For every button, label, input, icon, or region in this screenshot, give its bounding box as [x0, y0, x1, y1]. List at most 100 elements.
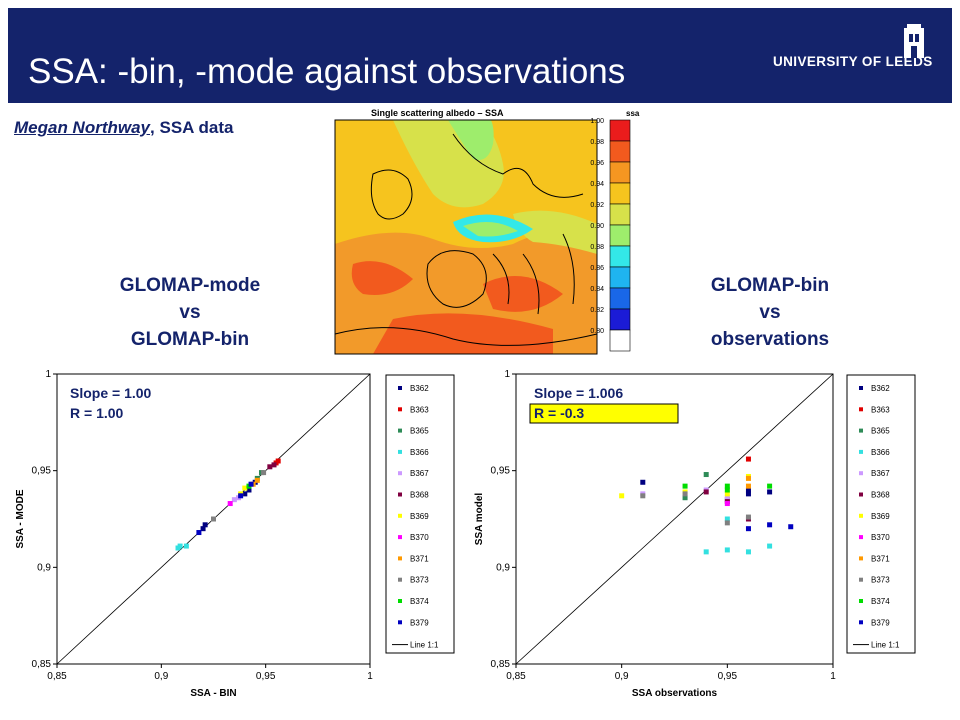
- data-point: [724, 491, 730, 497]
- colorbar-tick-label: 0.98: [590, 139, 604, 146]
- legend-entry: B371: [871, 554, 890, 563]
- data-point: [745, 483, 751, 489]
- map-colorbar: 1.00 0.98 0.96 0.94 0.92 0.90 0.88 0.86 0.84 0.82…: [590, 118, 631, 352]
- annotation-line: Slope = 1.006: [534, 385, 623, 401]
- data-point: [745, 456, 751, 462]
- data-point: [724, 487, 730, 493]
- legend-marker: [398, 535, 402, 540]
- legend-marker: [398, 513, 402, 518]
- data-point: [177, 543, 183, 549]
- annotation-line: Slope = 1.00: [70, 385, 152, 401]
- x-tick-label: 0,9: [615, 671, 629, 682]
- legend-marker: [859, 407, 863, 412]
- legend-entry: B374: [410, 597, 429, 606]
- legend-entry: B366: [410, 448, 429, 457]
- colorbar-swatch: [609, 266, 631, 289]
- legend-marker: [398, 471, 402, 476]
- colorbar-swatch: [609, 224, 631, 247]
- data-point: [745, 491, 751, 497]
- data-point: [200, 526, 206, 532]
- data-point: [261, 470, 267, 476]
- r-highlight-box: [529, 403, 679, 424]
- data-point: [619, 493, 625, 499]
- x-tick-label: 0,85: [47, 671, 67, 682]
- legend-marker: [398, 577, 402, 582]
- colorbar-label: ssa: [626, 109, 640, 118]
- data-point: [246, 487, 252, 493]
- data-point: [227, 501, 233, 507]
- legend-marker: [398, 599, 402, 603]
- university-crest-icon: [904, 24, 924, 58]
- legend-marker: [859, 599, 863, 603]
- data-point: [254, 477, 260, 483]
- legend-entry: B369: [871, 512, 890, 521]
- legend-marker: [859, 620, 863, 625]
- annotation-line: R = -0.3: [534, 405, 584, 421]
- legend-marker: [859, 386, 863, 390]
- legend-entry: B365: [410, 427, 429, 436]
- legend-marker: [398, 407, 402, 412]
- data-point: [640, 479, 646, 485]
- legend-entry: B362: [871, 384, 890, 393]
- legend-marker: [398, 556, 402, 561]
- data-credit: Megan Northway, SSA data: [14, 118, 233, 138]
- legend-entry: B373: [410, 576, 429, 585]
- x-tick-label: 1: [367, 671, 373, 682]
- right-caption-line: GLOMAP-bin: [710, 275, 830, 296]
- right-caption: GLOMAP-bin vs observations: [680, 272, 860, 353]
- legend-marker: [398, 449, 402, 454]
- colorbar-swatch: [609, 119, 631, 142]
- data-point: [275, 458, 281, 464]
- data-point: [196, 530, 202, 536]
- data-point: [271, 462, 277, 468]
- x-tick-label: 0,95: [256, 671, 276, 682]
- legend-entry: B363: [410, 405, 429, 414]
- legend-box: [846, 374, 916, 654]
- legend-entry: Line 1:1: [871, 641, 900, 650]
- legend-marker: [859, 535, 863, 540]
- credit-author-link[interactable]: Megan Northway: [14, 118, 151, 137]
- data-point: [682, 491, 688, 497]
- scatter-mode-vs-bin: 0,850,85 0,9 0,9 0,95 0,95 1 1 SSA - BIN SSA - M…: [15, 369, 455, 699]
- data-point: [202, 522, 208, 528]
- y-tick-label: 0,9: [37, 562, 51, 573]
- colorbar-tick-label: 0.80: [590, 328, 604, 335]
- data-point: [248, 481, 254, 487]
- y-axis-label: SSA - MODE: [15, 489, 26, 548]
- data-point: [767, 543, 773, 549]
- colorbar-tick-label: 0.88: [590, 244, 604, 251]
- x-tick-label: 0,85: [506, 671, 526, 682]
- y-tick-label: 0,85: [32, 659, 52, 670]
- y-axis-label: SSA model: [474, 493, 485, 546]
- colorbar-swatch: [609, 287, 631, 310]
- legend-entry: B362: [410, 384, 429, 393]
- data-point: [682, 495, 688, 501]
- legend-entry: B373: [871, 576, 890, 585]
- data-point: [242, 485, 248, 491]
- colorbar-tick-label: 0.92: [590, 202, 604, 209]
- legend-entry: B371: [410, 554, 429, 563]
- legend-entry: B379: [410, 618, 429, 627]
- scatter-bin-vs-obs: 0,850,85 0,9 0,9 0,95 0,95 1 1 SSA observations…: [474, 369, 916, 699]
- annotation-line: R = 1.00: [70, 405, 124, 421]
- y-tick-label: 0,85: [491, 659, 511, 670]
- data-point: [767, 489, 773, 495]
- x-axis-label: SSA observations: [632, 688, 718, 699]
- x-axis-label: SSA - BIN: [190, 688, 236, 699]
- colorbar-tick-label: 0.94: [590, 181, 604, 188]
- legend-marker: [398, 492, 402, 497]
- colorbar-swatch: [609, 161, 631, 184]
- data-point: [640, 493, 646, 499]
- x-tick-label: 0,9: [154, 671, 168, 682]
- legend-entry: B368: [871, 491, 890, 500]
- data-point: [724, 520, 730, 526]
- header-bar: [8, 8, 952, 103]
- colorbar-swatch: [609, 329, 631, 352]
- data-point: [724, 547, 730, 553]
- legend-marker: [859, 449, 863, 454]
- credit-suffix: , SSA data: [150, 118, 234, 137]
- legend-marker: [859, 577, 863, 582]
- right-caption-line: observations: [710, 329, 830, 350]
- data-point: [724, 495, 730, 501]
- legend-entry: B368: [410, 491, 429, 500]
